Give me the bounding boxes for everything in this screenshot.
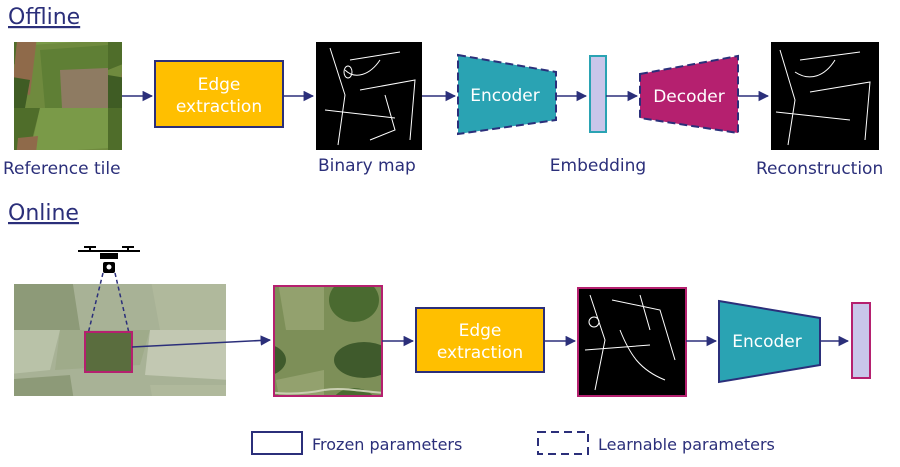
encoder-learnable: Encoder <box>457 53 557 136</box>
arrow <box>131 335 272 348</box>
online-encoder-frozen: Encoder <box>718 299 821 384</box>
edge-extraction-line2: extraction <box>176 97 262 117</box>
embedding-label: Embedding <box>550 156 646 176</box>
offline-section-title: Offline <box>8 5 80 30</box>
legend-frozen-label: Frozen parameters <box>312 435 462 454</box>
online-edge-extraction-line2: extraction <box>437 343 523 363</box>
drone-icon <box>78 246 140 273</box>
online-binary-map-image <box>577 287 687 397</box>
online-encoder-label: Encoder <box>732 332 802 352</box>
legend: Frozen parameters Learnable parameters <box>251 431 775 455</box>
online-edge-extraction-box: Edge extraction <box>415 307 545 373</box>
reference-tile-label: Reference tile <box>3 159 121 179</box>
legend-learnable-swatch <box>537 431 589 455</box>
edge-extraction-box: Edge extraction <box>154 60 284 128</box>
binary-map-image <box>316 42 422 150</box>
online-embedding-vector <box>851 302 871 379</box>
reference-tile-image <box>14 42 122 150</box>
decoder-label: Decoder <box>653 87 725 107</box>
legend-frozen-swatch <box>251 431 303 455</box>
decoder-learnable: Decoder <box>639 54 739 135</box>
legend-learnable-label: Learnable parameters <box>598 435 775 454</box>
edge-extraction-line1: Edge <box>198 75 241 95</box>
reconstruction-label: Reconstruction <box>756 159 883 179</box>
embedding-vector <box>589 55 607 133</box>
drone-aerial-view <box>14 272 226 396</box>
online-edge-extraction-line1: Edge <box>459 321 502 341</box>
captured-patch-image <box>273 285 383 397</box>
online-section-title: Online <box>8 201 79 226</box>
reconstruction-image <box>771 42 879 150</box>
encoder-label: Encoder <box>470 86 540 106</box>
binary-map-label: Binary map <box>318 156 416 176</box>
